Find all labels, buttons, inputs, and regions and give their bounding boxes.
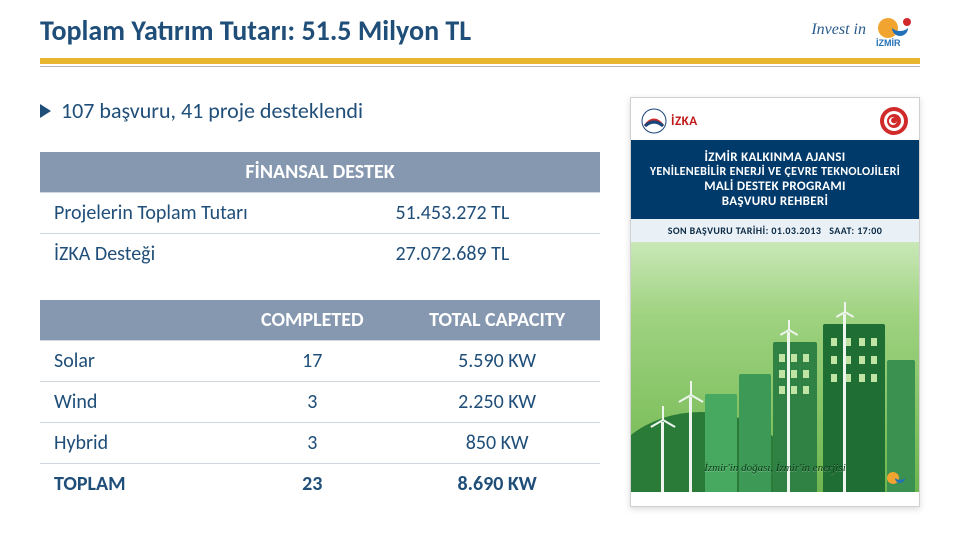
- page-title: Toplam Yatırım Tutarı: 51.5 Milyon TL: [40, 13, 471, 48]
- row-label: Solar: [40, 341, 230, 382]
- gov-seal-icon: [879, 106, 909, 136]
- row-label: Wind: [40, 382, 230, 423]
- building-icon: [705, 394, 737, 492]
- wind-turbine-icon: [689, 397, 692, 492]
- brand-block: Invest in İZMİR: [811, 12, 920, 48]
- row-capacity: 2.250 KW: [394, 382, 600, 423]
- finansal-header-cell: FİNANSAL DESTEK: [40, 152, 600, 193]
- izka-short: İZKA: [671, 114, 698, 129]
- capacity-table: COMPLETED TOTAL CAPACITY Solar 17 5.590 …: [40, 300, 600, 504]
- row-label: İZKA Desteği: [40, 234, 381, 275]
- deadline-time-label: SAAT:: [829, 224, 854, 237]
- accent-bar: [40, 58, 920, 64]
- finansal-table: FİNANSAL DESTEK Projelerin Toplam Tutarı…: [40, 152, 600, 274]
- svg-text:İZMİR: İZMİR: [876, 38, 901, 48]
- izka-badge: İZKA: [641, 108, 698, 134]
- table-row: Projelerin Toplam Tutarı 51.453.272 TL: [40, 193, 600, 234]
- table-row: Wind 3 2.250 KW: [40, 382, 600, 423]
- promo-line2: YENİLENEBİLİR ENERJİ VE ÇEVRE TEKNOLOJİL…: [639, 165, 911, 179]
- row-label: Hybrid: [40, 423, 230, 464]
- brand-text: Invest in: [811, 21, 866, 39]
- row-capacity: 5.590 KW: [394, 341, 600, 382]
- table-header-row: COMPLETED TOTAL CAPACITY: [40, 300, 600, 341]
- row-label: Projelerin Toplam Tutarı: [40, 193, 381, 234]
- izmir-corner-logo-icon: [883, 468, 913, 488]
- col-capacity: TOTAL CAPACITY: [394, 300, 600, 341]
- promo-line4: BAŞVURU REHBERİ: [639, 194, 911, 209]
- promo-title-block: İZMİR KALKINMA AJANSI YENİLENEBİLİR ENER…: [631, 140, 919, 219]
- promo-line3: MALİ DESTEK PROGRAMI: [639, 179, 911, 194]
- izka-logo-icon: [641, 108, 667, 134]
- row-label: TOPLAM: [40, 464, 230, 505]
- row-capacity: 8.690 KW: [394, 464, 600, 505]
- bullet-text: 107 başvuru, 41 proje desteklendi: [61, 97, 363, 124]
- row-value: 51.453.272 TL: [381, 193, 600, 234]
- row-completed: 3: [230, 423, 394, 464]
- table-row-total: TOPLAM 23 8.690 KW: [40, 464, 600, 505]
- col-blank: [40, 300, 230, 341]
- bullet-item: 107 başvuru, 41 proje desteklendi: [40, 97, 600, 124]
- col-completed: COMPLETED: [230, 300, 394, 341]
- table-header-row: FİNANSAL DESTEK: [40, 152, 600, 193]
- row-completed: 3: [230, 382, 394, 423]
- content-area: 107 başvuru, 41 proje desteklendi FİNANS…: [0, 67, 960, 530]
- promo-scene: İzmir'in doğası, İzmir'in enerjisi: [631, 242, 919, 492]
- promo-slogan: İzmir'in doğası, İzmir'in enerjisi: [631, 462, 919, 474]
- deadline-date: 01.03.2013: [771, 224, 821, 237]
- row-completed: 23: [230, 464, 394, 505]
- promo-card: İZKA İZMİR KALKINMA AJANSI YENİLENEBİLİR…: [630, 97, 920, 507]
- wind-turbine-icon: [661, 422, 664, 492]
- promo-header: İZKA: [631, 98, 919, 140]
- row-completed: 17: [230, 341, 394, 382]
- table-row: Solar 17 5.590 KW: [40, 341, 600, 382]
- slide-header: Toplam Yatırım Tutarı: 51.5 Milyon TL In…: [0, 0, 960, 58]
- promo-line1: İZMİR KALKINMA AJANSI: [639, 150, 911, 165]
- table-row: Hybrid 3 850 KW: [40, 423, 600, 464]
- deadline-label: SON BAŞVURU TARİHİ:: [668, 224, 769, 237]
- row-value: 27.072.689 TL: [381, 234, 600, 275]
- triangle-bullet-icon: [40, 104, 51, 118]
- left-column: 107 başvuru, 41 proje desteklendi FİNANS…: [40, 97, 600, 530]
- izmir-logo-icon: İZMİR: [872, 12, 920, 48]
- row-capacity: 850 KW: [394, 423, 600, 464]
- promo-deadline: SON BAŞVURU TARİHİ: 01.03.2013 SAAT: 17:…: [631, 219, 919, 242]
- building-icon: [739, 374, 771, 492]
- table-row: İZKA Desteği 27.072.689 TL: [40, 234, 600, 275]
- deadline-time: 17:00: [857, 224, 882, 237]
